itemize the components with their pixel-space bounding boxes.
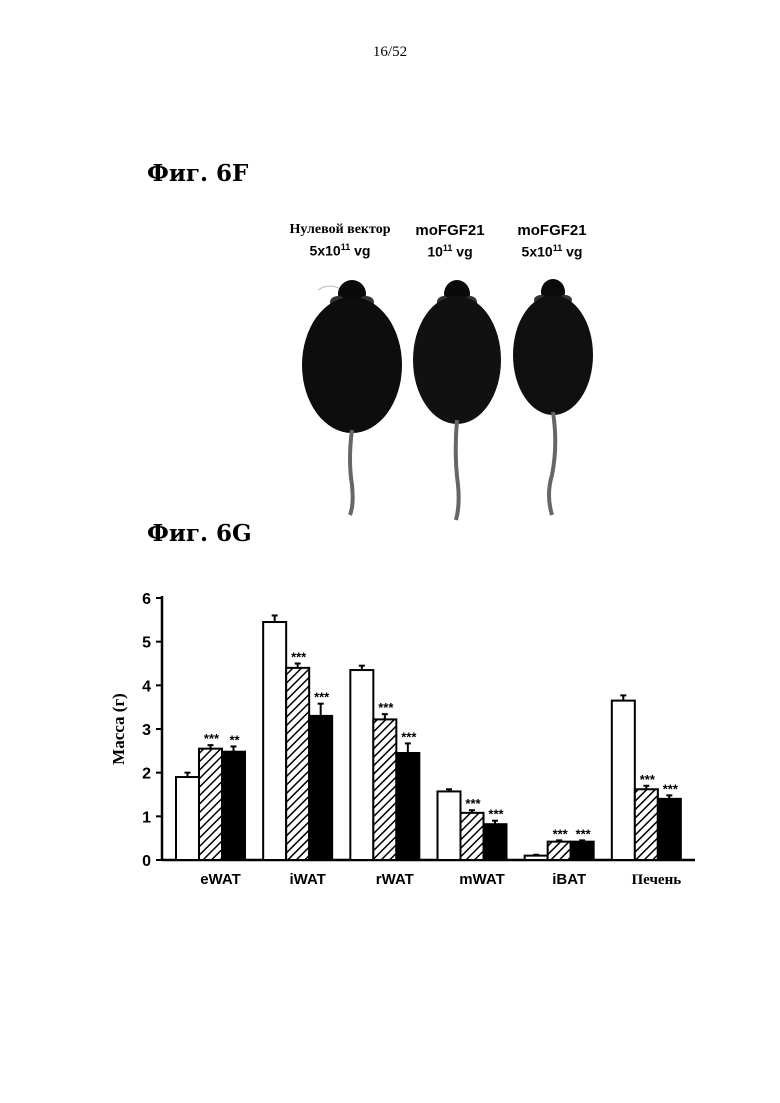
bar	[263, 622, 286, 860]
x-tick-label: iWAT	[289, 871, 325, 888]
significance-label: ***	[378, 700, 394, 715]
x-tick-label: rWAT	[376, 871, 414, 888]
significance-label: ***	[663, 781, 679, 796]
bar	[461, 813, 484, 860]
significance-label: ***	[314, 690, 330, 705]
significance-label: **	[229, 732, 240, 747]
mouse-mofgf21-high	[513, 279, 593, 515]
bar	[438, 791, 461, 860]
bar	[350, 670, 373, 860]
page-number: 16/52	[0, 44, 780, 61]
y-tick-label: 4	[142, 678, 151, 695]
bar	[286, 668, 309, 860]
significance-label: ***	[204, 731, 220, 746]
y-tick-label: 0	[142, 853, 151, 870]
bar	[176, 777, 199, 860]
figure-6g-title: Фиг. 6G	[147, 520, 252, 547]
x-tick-label: Печень	[632, 872, 682, 888]
bar	[525, 856, 548, 860]
y-tick-label: 1	[142, 809, 151, 826]
bar	[396, 753, 419, 860]
bar	[571, 842, 594, 860]
y-axis-label: Масса (г)	[109, 693, 128, 765]
group-label-line1: moFGF21	[487, 222, 617, 239]
significance-label: ***	[576, 826, 592, 841]
bar	[612, 701, 635, 860]
mouse-null-vector	[302, 280, 402, 515]
group-label-mofgf21-high: moFGF21 5x1011 vg	[487, 222, 617, 260]
bar	[222, 752, 245, 860]
significance-label: ***	[553, 826, 569, 841]
bar	[484, 824, 507, 860]
significance-label: ***	[640, 772, 656, 787]
y-tick-label: 6	[142, 591, 151, 608]
significance-label: ***	[401, 729, 417, 744]
y-tick-label: 2	[142, 766, 151, 783]
x-tick-label: iBAT	[552, 871, 586, 888]
x-tick-label: eWAT	[200, 871, 241, 888]
significance-label: ***	[291, 650, 307, 665]
bar	[199, 749, 222, 860]
bar	[635, 789, 658, 860]
mice-photo	[290, 270, 600, 525]
bar	[548, 842, 571, 860]
y-tick-label: 5	[142, 635, 151, 652]
mouse-mofgf21-low	[413, 280, 501, 520]
significance-label: ***	[465, 796, 481, 811]
figure-6f-title: Фиг. 6F	[147, 160, 248, 187]
group-label-line2: 5x1011 vg	[487, 243, 617, 260]
y-tick-label: 3	[142, 722, 151, 739]
bar	[309, 716, 332, 860]
significance-label: ***	[488, 807, 504, 822]
x-tick-label: mWAT	[459, 871, 505, 888]
bar	[658, 799, 681, 860]
bar-chart: 0123456Масса (г)*****eWAT******iWAT*****…	[100, 580, 720, 900]
bar	[373, 719, 396, 860]
